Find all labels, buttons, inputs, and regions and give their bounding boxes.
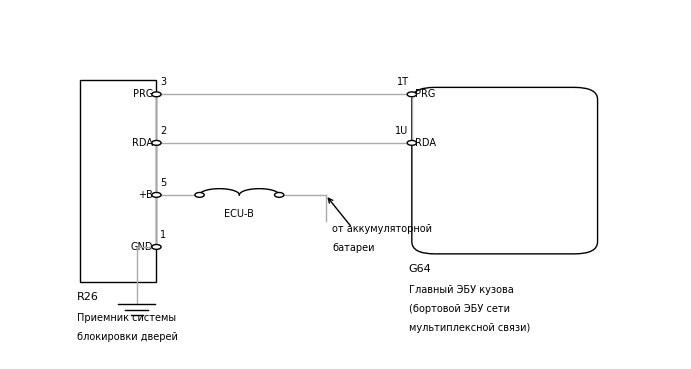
Circle shape xyxy=(195,193,205,197)
Text: +B: +B xyxy=(138,190,153,200)
Text: 3: 3 xyxy=(160,77,167,87)
Text: GND: GND xyxy=(131,242,153,252)
Text: ECU-B: ECU-B xyxy=(225,209,254,219)
Text: Главный ЭБУ кузова: Главный ЭБУ кузова xyxy=(408,285,513,295)
Text: 1: 1 xyxy=(160,230,167,240)
Bar xyxy=(80,80,156,282)
Circle shape xyxy=(152,141,161,145)
Text: RDA: RDA xyxy=(132,138,153,148)
Circle shape xyxy=(407,141,417,145)
Circle shape xyxy=(152,245,161,249)
Text: 5: 5 xyxy=(160,178,167,188)
Text: Приемник системы: Приемник системы xyxy=(77,313,176,323)
Text: блокировки дверей: блокировки дверей xyxy=(77,332,178,342)
Text: (бортовой ЭБУ сети: (бортовой ЭБУ сети xyxy=(408,304,509,314)
Circle shape xyxy=(407,92,417,97)
Text: батареи: батареи xyxy=(332,244,375,254)
Text: RDA: RDA xyxy=(415,138,436,148)
Text: 1T: 1T xyxy=(397,77,408,87)
Text: R26: R26 xyxy=(77,292,99,302)
Text: PRG: PRG xyxy=(415,89,435,99)
Text: PRG: PRG xyxy=(133,89,153,99)
FancyBboxPatch shape xyxy=(412,87,598,254)
Text: 1U: 1U xyxy=(395,126,408,136)
Circle shape xyxy=(152,193,161,197)
Text: G64: G64 xyxy=(408,264,431,274)
Circle shape xyxy=(274,193,284,197)
Text: 2: 2 xyxy=(160,126,167,136)
Text: мультиплексной связи): мультиплексной связи) xyxy=(408,323,530,333)
Circle shape xyxy=(152,92,161,97)
Text: от аккумуляторной: от аккумуляторной xyxy=(332,224,433,234)
